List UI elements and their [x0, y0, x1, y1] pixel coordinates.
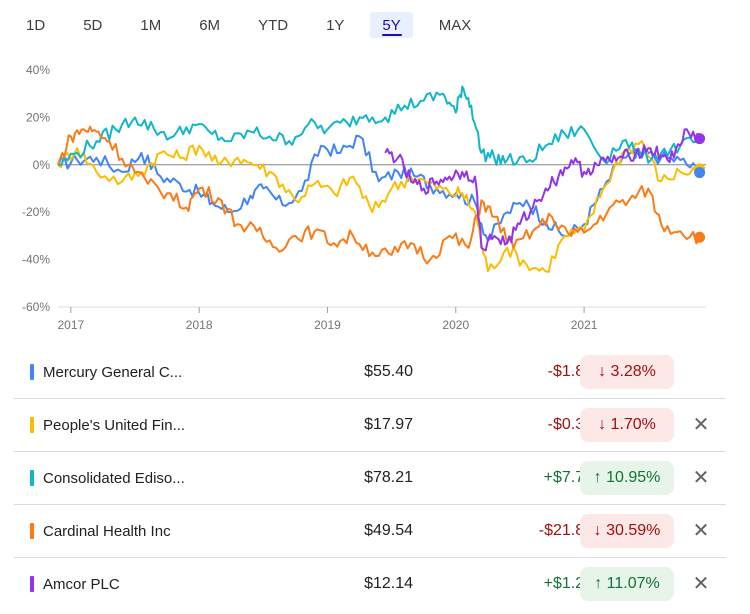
series-end-marker	[694, 231, 706, 243]
series-color-swatch	[30, 523, 34, 539]
series-end-marker	[694, 133, 706, 145]
series-line	[58, 85, 700, 166]
tab-1m[interactable]: 1M	[140, 16, 162, 34]
percent-change-badge: ↓ 1.70%	[580, 408, 674, 442]
tab-6m[interactable]: 6M	[199, 16, 221, 34]
percent-change-badge: ↓ 3.28%	[580, 355, 674, 389]
y-tick-label: -40%	[22, 253, 50, 267]
tab-1y[interactable]: 1Y	[326, 16, 345, 34]
remove-comparison-close-icon[interactable]: ✕	[692, 413, 710, 436]
percent-change-badge: ↓ 30.59%	[580, 514, 674, 548]
x-tick-label: 2021	[571, 318, 598, 332]
x-tick-label: 2019	[314, 318, 341, 332]
remove-comparison-close-icon[interactable]: ✕	[692, 572, 710, 595]
x-tick-label: 2017	[57, 318, 84, 332]
change-value: -$21.83	[538, 522, 593, 539]
y-tick-label: 20%	[26, 110, 50, 124]
price-value: $17.97	[364, 416, 413, 433]
x-tick-label: 2018	[186, 318, 213, 332]
price-value: $78.21	[364, 469, 413, 486]
price-value: $49.54	[364, 522, 413, 539]
change-value: -$1.88	[547, 363, 593, 380]
x-tick-label: 2020	[442, 318, 469, 332]
series-color-swatch	[30, 364, 34, 380]
remove-comparison-close-icon[interactable]: ✕	[692, 519, 710, 542]
security-name: Amcor PLC	[43, 575, 120, 593]
comparison-list: Mercury General C... $55.40 -$1.88 ↓ 3.28% P…	[14, 346, 726, 610]
y-tick-label: 40%	[26, 63, 50, 77]
y-tick-label: 0%	[33, 158, 51, 172]
series-color-swatch	[30, 470, 34, 486]
series-line	[57, 140, 701, 273]
security-name: Consolidated Ediso...	[43, 469, 185, 487]
security-name: Cardinal Health Inc	[43, 522, 171, 540]
tab-ytd[interactable]: YTD	[258, 16, 289, 34]
comparison-row[interactable]: Mercury General C... $55.40 -$1.88 ↓ 3.28%	[14, 346, 726, 399]
series-line	[57, 134, 701, 242]
y-tick-label: -20%	[22, 205, 50, 219]
series-color-swatch	[30, 417, 34, 433]
y-tick-label: -60%	[22, 300, 50, 314]
comparison-row[interactable]: Amcor PLC $12.14 +$1.21 ↑ 11.07% ✕	[14, 558, 726, 610]
comparison-chart: 40% 20% 0% -20% -40% -60% 2017 2018 2019 2020 2021	[22, 63, 706, 332]
security-name: People's United Fin...	[43, 416, 186, 434]
percent-change-badge: ↑ 10.95%	[580, 461, 674, 495]
tab-1d[interactable]: 1D	[26, 16, 46, 34]
price-value: $55.40	[364, 363, 413, 380]
series-end-marker	[694, 167, 706, 179]
security-name: Mercury General C...	[43, 363, 183, 381]
percent-change-badge: ↑ 11.07%	[580, 567, 674, 601]
tab-5d[interactable]: 5D	[83, 16, 103, 34]
tab-max[interactable]: MAX	[438, 16, 472, 34]
series-line	[57, 125, 701, 265]
price-value: $12.14	[364, 575, 413, 592]
tab-5y[interactable]: 5Y	[370, 12, 413, 38]
remove-comparison-close-icon[interactable]: ✕	[692, 466, 710, 489]
series-line	[384, 128, 701, 252]
comparison-row[interactable]: Consolidated Ediso... $78.21 +$7.72 ↑ 10.95…	[14, 452, 726, 505]
comparison-row[interactable]: Cardinal Health Inc $49.54 -$21.83 ↓ 30.59%…	[14, 505, 726, 558]
comparison-row[interactable]: People's United Fin... $17.97 -$0.31 ↓ 1.70…	[14, 399, 726, 452]
change-value: -$0.31	[547, 416, 593, 433]
change-value: +$1.21	[543, 575, 593, 592]
range-tabs: 1D 5D 1M 6M YTD 1Y 5Y MAX	[14, 10, 497, 40]
change-value: +$7.72	[543, 469, 593, 486]
series-color-swatch	[30, 576, 34, 592]
